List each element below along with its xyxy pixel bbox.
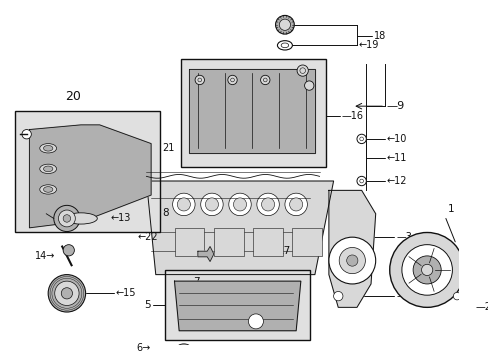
Circle shape (412, 256, 440, 284)
Circle shape (328, 237, 375, 284)
Circle shape (359, 179, 363, 183)
Text: 21: 21 (162, 143, 174, 153)
Polygon shape (198, 247, 213, 261)
Text: 14→: 14→ (35, 251, 56, 261)
Bar (181, 59, 325, 167)
Text: 5: 5 (144, 300, 151, 310)
Circle shape (263, 78, 266, 82)
Circle shape (22, 130, 31, 139)
Polygon shape (188, 69, 314, 153)
Text: 1: 1 (447, 204, 453, 214)
Circle shape (304, 81, 313, 90)
Ellipse shape (277, 41, 292, 50)
Circle shape (228, 193, 251, 216)
Circle shape (299, 68, 305, 73)
Circle shape (59, 210, 75, 227)
Ellipse shape (281, 43, 288, 48)
Ellipse shape (177, 344, 190, 351)
Circle shape (289, 198, 302, 211)
Text: —9: —9 (386, 101, 405, 111)
Circle shape (55, 281, 79, 306)
Circle shape (198, 78, 201, 82)
Ellipse shape (180, 345, 187, 350)
Circle shape (227, 75, 237, 85)
Text: ←10: ←10 (386, 134, 407, 144)
Circle shape (61, 288, 72, 299)
Circle shape (260, 75, 269, 85)
Text: —2: —2 (475, 302, 488, 312)
Text: —16: —16 (341, 111, 363, 121)
Circle shape (205, 198, 218, 211)
Circle shape (54, 205, 80, 231)
Ellipse shape (43, 186, 53, 192)
Ellipse shape (40, 164, 57, 174)
Circle shape (48, 275, 85, 312)
Text: 8: 8 (162, 208, 168, 219)
Circle shape (356, 176, 366, 186)
Circle shape (195, 75, 204, 85)
Text: 17: 17 (291, 242, 304, 252)
Text: 6→: 6→ (137, 343, 151, 352)
Circle shape (359, 137, 363, 141)
Bar (253, 228, 283, 256)
Text: 7: 7 (193, 278, 200, 287)
Circle shape (275, 15, 294, 34)
Text: —3: —3 (395, 232, 411, 242)
Circle shape (356, 134, 366, 144)
Circle shape (261, 198, 274, 211)
Circle shape (339, 247, 365, 274)
Text: ←13: ←13 (111, 213, 131, 224)
Circle shape (346, 255, 357, 266)
Circle shape (63, 245, 74, 256)
Ellipse shape (43, 145, 53, 151)
Ellipse shape (40, 144, 57, 153)
Circle shape (63, 215, 70, 222)
Circle shape (285, 193, 307, 216)
Polygon shape (29, 125, 151, 228)
Polygon shape (328, 190, 375, 307)
Text: 18: 18 (373, 31, 386, 41)
Circle shape (230, 78, 234, 82)
Text: —4: —4 (395, 291, 411, 301)
Circle shape (233, 198, 246, 211)
Ellipse shape (40, 185, 57, 194)
Circle shape (279, 19, 290, 30)
Circle shape (256, 193, 279, 216)
Bar (292, 228, 322, 256)
Text: ←22: ←22 (137, 232, 157, 242)
Bar (165, 270, 309, 340)
Circle shape (248, 314, 263, 329)
Text: ←15: ←15 (115, 288, 136, 298)
Ellipse shape (64, 213, 97, 224)
Polygon shape (174, 281, 300, 331)
Circle shape (297, 65, 308, 76)
Ellipse shape (43, 166, 53, 172)
Text: ←19: ←19 (358, 40, 379, 50)
Bar (213, 228, 243, 256)
Circle shape (452, 292, 460, 300)
Circle shape (389, 233, 464, 307)
Text: 17: 17 (277, 246, 290, 256)
Text: ←11: ←11 (386, 153, 407, 163)
Polygon shape (146, 181, 333, 275)
Circle shape (200, 193, 223, 216)
Circle shape (421, 264, 432, 275)
Bar (16, 111, 160, 233)
Circle shape (172, 193, 195, 216)
Circle shape (333, 292, 342, 301)
Text: 20: 20 (65, 90, 81, 103)
Circle shape (401, 245, 451, 295)
Circle shape (177, 198, 190, 211)
Bar (174, 228, 204, 256)
Text: ←12: ←12 (386, 176, 407, 186)
